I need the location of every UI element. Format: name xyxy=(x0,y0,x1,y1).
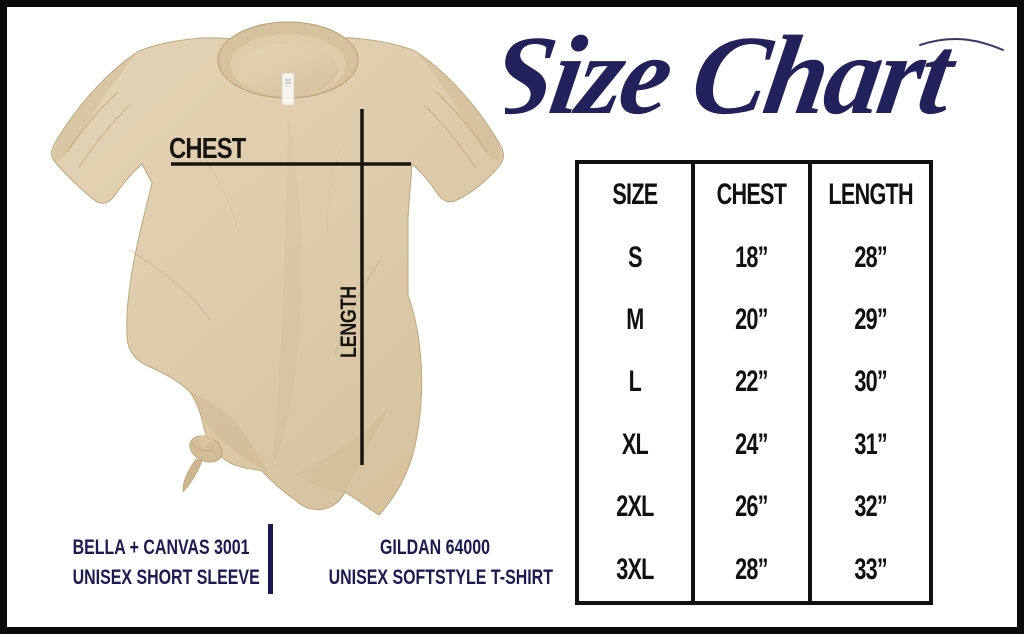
svg-text:Size Chart: Size Chart xyxy=(505,13,965,138)
